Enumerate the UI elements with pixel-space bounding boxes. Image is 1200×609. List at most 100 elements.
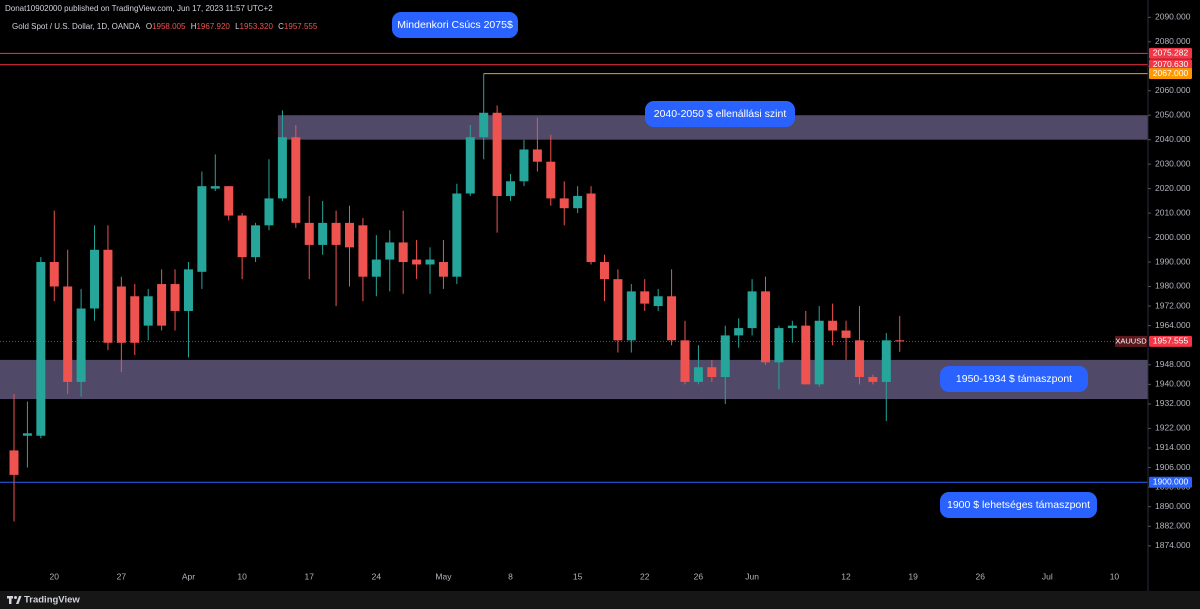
ohlc-key: H	[191, 22, 197, 31]
y-tick-label: 1932.000	[1155, 398, 1191, 408]
symbol-tag	[1115, 335, 1147, 347]
candle-body	[506, 181, 516, 196]
candle-body	[787, 325, 797, 329]
candle-body	[895, 340, 905, 342]
annotation-text: 1950-1934 $ támaszpont	[956, 373, 1072, 385]
y-tick-label: 1972.000	[1155, 300, 1191, 310]
y-tick-label: 2020.000	[1155, 183, 1191, 193]
x-tick-label: 10	[237, 571, 247, 581]
ohlc-value: 1958.005	[152, 22, 186, 31]
candle-body	[358, 225, 368, 277]
x-tick-label: Jun	[745, 571, 759, 581]
last-price-tag	[1149, 335, 1192, 347]
candle-body	[828, 320, 838, 331]
annotation-text: 1900 $ lehetséges támaszpont	[947, 499, 1090, 511]
candle-body	[183, 269, 193, 311]
candle-body	[224, 186, 234, 216]
x-tick-label: 8	[508, 571, 513, 581]
candle-body	[868, 377, 878, 382]
level-tag-label: 2070.630	[1153, 59, 1189, 69]
candle-body	[532, 149, 542, 162]
candle-body	[599, 262, 609, 280]
level-tag	[1149, 59, 1192, 71]
candle-body	[277, 137, 287, 199]
symbol-tag-label: XAUUSD	[1115, 336, 1147, 345]
y-tick-label: 1890.000	[1155, 501, 1191, 511]
x-tick-label: 24	[372, 571, 382, 581]
annotation-text: 2040-2050 $ ellenállási szint	[654, 108, 787, 120]
level-tag	[1149, 476, 1192, 488]
annotation-bubble	[645, 101, 795, 127]
candle-body	[465, 137, 475, 194]
candle-body	[237, 215, 247, 258]
candle-body	[22, 433, 32, 436]
candle-body	[331, 222, 341, 245]
x-tick-label: 20	[50, 571, 60, 581]
candle-body	[640, 291, 650, 304]
y-tick-label: 1906.000	[1155, 462, 1191, 472]
candle-body	[626, 291, 636, 341]
candle-body	[170, 284, 180, 311]
y-tick-label: 2050.000	[1155, 109, 1191, 119]
x-tick-label: 17	[305, 571, 315, 581]
candle-body	[586, 193, 596, 263]
ohlc-key: O	[146, 22, 152, 31]
candle-body	[9, 450, 19, 475]
candle-body	[720, 335, 730, 378]
candle-body	[291, 137, 301, 223]
annotation-bubble	[392, 12, 518, 38]
candle-body	[613, 279, 623, 341]
candle-body	[734, 328, 744, 336]
y-tick-label: 1948.000	[1155, 359, 1191, 369]
candle-body	[318, 222, 328, 245]
y-tick-label: 1914.000	[1155, 442, 1191, 452]
y-tick-label: 1940.000	[1155, 379, 1191, 389]
candle-body	[801, 325, 811, 385]
x-tick-label: May	[435, 571, 452, 581]
candle-body	[103, 249, 113, 343]
y-tick-label: 2080.000	[1155, 36, 1191, 46]
candle-body	[304, 222, 314, 245]
byline: Donat10902000 published on TradingView.c…	[5, 4, 273, 13]
candle-body	[90, 249, 100, 309]
candle-body	[854, 340, 864, 378]
x-tick-label: 19	[908, 571, 918, 581]
level-tag-label: 1900.000	[1153, 476, 1189, 486]
ohlc-value: 1967.920	[196, 22, 230, 31]
x-tick-label: 26	[694, 571, 704, 581]
level-tag-label: 2067.000	[1153, 68, 1189, 78]
candle-body	[385, 242, 395, 260]
y-tick-label: 1882.000	[1155, 521, 1191, 531]
y-tick-label: 1990.000	[1155, 256, 1191, 266]
candle-body	[264, 198, 274, 226]
candle-body	[479, 112, 489, 138]
y-tick-label: 1874.000	[1155, 540, 1191, 550]
candle-body	[157, 284, 167, 326]
ohlc-value: 1957.555	[284, 22, 318, 31]
x-tick-label: 15	[573, 571, 583, 581]
ohlc-key: L	[235, 22, 240, 31]
candle-body	[36, 262, 46, 436]
candle-body	[680, 340, 690, 382]
candle-body	[841, 330, 851, 338]
candle-body	[425, 259, 435, 265]
last-price-label: 1957.555	[1153, 336, 1189, 346]
annotation-bubble	[940, 366, 1088, 392]
candle-body	[197, 186, 207, 272]
candle-body	[371, 259, 381, 277]
candle-body	[412, 259, 422, 265]
x-tick-label: 22	[640, 571, 650, 581]
candle-body	[519, 149, 529, 182]
y-tick-label: 1922.000	[1155, 423, 1191, 433]
y-tick-label: 2000.000	[1155, 232, 1191, 242]
candle-body	[251, 225, 261, 258]
candle-body	[814, 320, 824, 385]
candle-body	[559, 198, 569, 209]
candle-body	[774, 328, 784, 363]
candle-body	[398, 242, 408, 263]
candle-body	[761, 291, 771, 363]
level-tag-label: 2075.282	[1153, 48, 1189, 58]
annotation-text: Mindenkori Csúcs 2075$	[397, 19, 513, 31]
y-tick-label: 2010.000	[1155, 207, 1191, 217]
y-tick-label: 1964.000	[1155, 320, 1191, 330]
